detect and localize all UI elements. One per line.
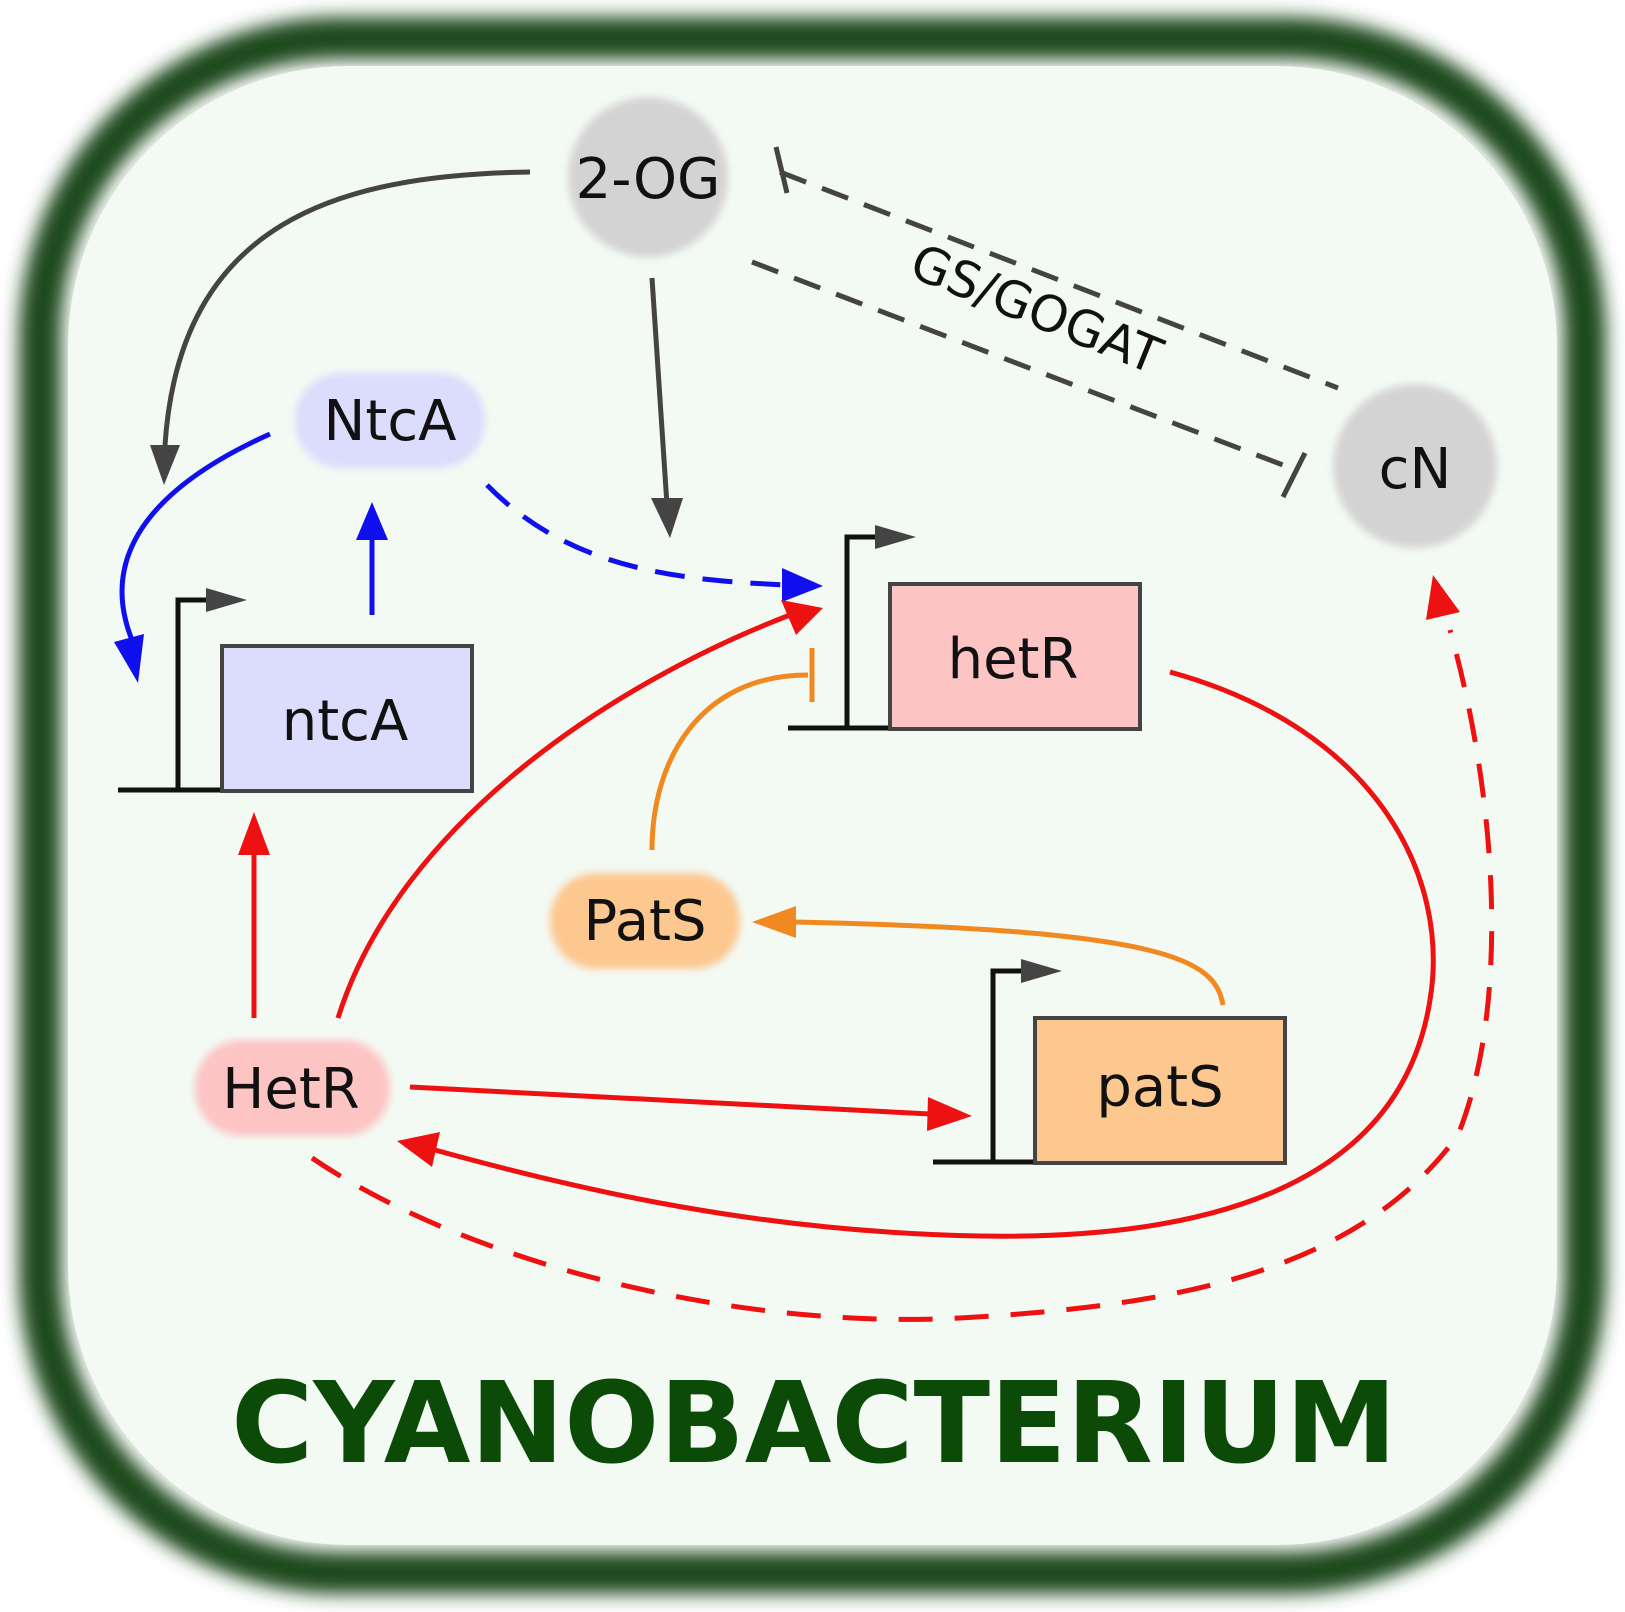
gene-ntca-box xyxy=(220,644,474,793)
gs-gogat-line-upper xyxy=(779,169,1339,391)
hetr-to-hetr-promoter-arrowhead xyxy=(781,600,823,635)
ntca-to-hetr-promoter-arrow xyxy=(485,483,786,588)
metabolite-label-2og: 2-OG xyxy=(576,147,721,212)
gene-pats-promoter-arrowhead xyxy=(1021,959,1062,983)
hetr-arrows xyxy=(238,575,1495,1322)
hetr-gene-to-protein-arrowhead xyxy=(397,1132,440,1167)
gene-ntca-promoter-arrowhead xyxy=(206,588,247,612)
og-to-hetr-promoter-arrow xyxy=(649,277,670,506)
pats-inhibits-hetr-line xyxy=(649,672,809,851)
ntca-autoregulation-arrowhead xyxy=(114,634,144,683)
cell xyxy=(19,17,1606,1594)
gene-hetr-promoter-arrowhead xyxy=(875,525,916,549)
hetr-to-pats-promoter-arrowhead xyxy=(927,1097,972,1131)
og-to-ntca-promoter-arrowhead xyxy=(150,445,180,485)
gene-ntca-promoter xyxy=(175,597,208,790)
gene-ntca-label: ntcA xyxy=(282,689,409,754)
protein-node-pats xyxy=(550,873,740,969)
gene-hetr-promoter xyxy=(844,534,877,728)
pats-gene-to-protein-arrowhead xyxy=(752,906,796,938)
gene-hetr: hetR xyxy=(788,525,1142,731)
hetr-to-ntca-promoter-arrowhead xyxy=(238,812,270,855)
protein-node-hetr xyxy=(195,1040,390,1136)
ntca-to-hetr-promoter-arrowhead xyxy=(782,568,823,602)
ntca-arrows xyxy=(114,431,823,683)
protein-nodes: NtcA PatS HetR xyxy=(195,373,740,1136)
ntca-autoregulation-arrow xyxy=(119,431,272,641)
metabolite-node-2og xyxy=(568,97,728,257)
gene-pats-promoter xyxy=(990,968,1023,1162)
gs-gogat-line-lower xyxy=(751,259,1297,473)
organism-title: CYANOBACTERIUM xyxy=(231,1359,1397,1489)
gs-gogat-tbar-upper xyxy=(773,146,790,194)
og-to-ntca-promoter-arrow xyxy=(162,169,531,446)
metabolite-node-cn xyxy=(1333,384,1497,548)
metabolite-nodes: 2-OG cN xyxy=(568,97,1497,548)
protein-label-pats: PatS xyxy=(583,889,706,954)
gene-pats-label: patS xyxy=(1096,1055,1223,1120)
gene-ntca: ntcA xyxy=(118,588,474,793)
hetr-to-cn-arrowhead xyxy=(1426,575,1460,620)
pats-gene-to-protein-arrow xyxy=(794,919,1226,1006)
hetr-to-hetr-promoter-arrow xyxy=(335,612,791,1019)
cell-wall xyxy=(19,17,1606,1594)
pats-arrows xyxy=(649,648,1226,1006)
protein-node-ntca xyxy=(295,373,485,468)
gene-hetr-box xyxy=(888,582,1142,731)
hetr-gene-to-protein-arrow xyxy=(434,669,1436,1239)
gene-pats: patS xyxy=(933,959,1287,1165)
og-activation-arrows xyxy=(150,169,683,538)
protein-label-ntca: NtcA xyxy=(324,389,457,454)
gs-gogat-tbar-lower xyxy=(1280,451,1308,499)
protein-label-hetr: HetR xyxy=(222,1057,359,1122)
gene-hetr-label: hetR xyxy=(948,627,1079,692)
og-to-hetr-promoter-arrowhead xyxy=(651,498,683,538)
cytoplasm xyxy=(68,66,1557,1545)
hetr-to-cn-arrow xyxy=(310,629,1495,1322)
metabolite-label-cn: cN xyxy=(1379,437,1452,502)
gene-pats-box xyxy=(1033,1016,1287,1165)
hetr-to-pats-promoter-arrow xyxy=(409,1084,931,1117)
ntca-gene-to-protein-arrowhead xyxy=(356,502,388,540)
